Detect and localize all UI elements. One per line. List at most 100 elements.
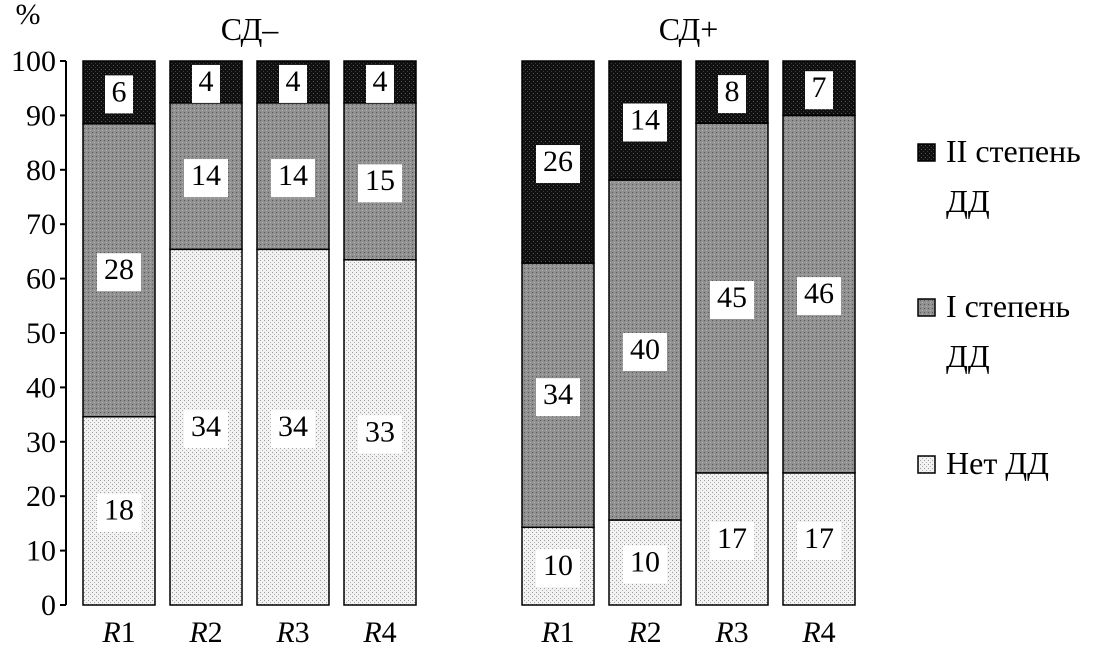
x-tick-label: R1 <box>101 616 135 645</box>
legend-swatch-i <box>917 298 936 317</box>
x-tick-label-prefix: R <box>627 616 646 645</box>
data-label-box <box>536 145 580 184</box>
data-label-box <box>797 277 841 316</box>
data-label-box <box>805 71 833 110</box>
y-tick-label: 30 <box>26 426 56 459</box>
data-label-box <box>536 378 580 417</box>
data-label-box <box>97 493 141 532</box>
y-axis: 0 10 20 30 40 50 60 70 80 90 100 <box>11 45 67 622</box>
data-label: 15 <box>365 164 395 197</box>
y-tick-label: 60 <box>26 263 56 296</box>
x-tick-label-number: 2 <box>647 616 662 645</box>
x-tick-label-prefix: R <box>188 616 207 645</box>
data-label-box <box>271 410 315 449</box>
data-label: 40 <box>630 333 660 366</box>
bars-layer: 18 28 6 34 14 4 34 14 4 33 15 4 10 34 26 10 40 14 17 45 8 17 4… <box>82 60 856 606</box>
data-label-box <box>358 164 402 203</box>
x-tick-label: R2 <box>627 616 661 645</box>
x-tick-label: R4 <box>801 616 835 645</box>
x-tick-label-prefix: R <box>101 616 120 645</box>
data-label-box <box>623 333 667 371</box>
data-label: 28 <box>104 253 134 286</box>
data-label-box <box>623 545 667 584</box>
data-label-box <box>623 103 667 142</box>
y-tick-label: 0 <box>41 589 56 622</box>
group-titles: СД– СД+ <box>221 11 719 47</box>
legend-swatch-none <box>917 455 936 474</box>
x-tick-label-number: 4 <box>821 616 836 645</box>
legend-label: I степень <box>946 288 1070 324</box>
data-label: 7 <box>812 71 827 104</box>
data-label: 4 <box>199 65 214 98</box>
y-tick-label: 80 <box>26 154 56 187</box>
x-tick-label: R3 <box>714 616 748 645</box>
y-tick-label: 50 <box>26 317 56 350</box>
bar-segment-ii <box>608 60 682 181</box>
data-label-box <box>797 521 841 560</box>
data-label: 6 <box>112 75 127 108</box>
x-tick-label-prefix: R <box>362 616 381 645</box>
x-tick-label-number: 1 <box>121 616 136 645</box>
data-label: 34 <box>543 378 573 411</box>
x-tick-label: R3 <box>275 616 309 645</box>
x-tick-label-number: 3 <box>734 616 749 645</box>
data-label-box <box>271 159 315 198</box>
x-tick-label-prefix: R <box>801 616 820 645</box>
x-tick-label: R1 <box>540 616 574 645</box>
y-tick-label: 100 <box>11 45 56 78</box>
data-label: 8 <box>725 75 740 108</box>
data-label: 34 <box>278 410 308 443</box>
legend-label: II степень <box>946 133 1081 169</box>
data-label-box <box>97 253 141 292</box>
data-label: 46 <box>804 277 834 310</box>
x-tick-label-number: 1 <box>560 616 575 645</box>
x-tick-label-prefix: R <box>275 616 294 645</box>
data-label-box <box>710 281 754 320</box>
data-label: 4 <box>286 65 301 98</box>
x-tick-label-number: 3 <box>295 616 310 645</box>
data-label: 14 <box>191 159 221 192</box>
y-tick-label: 90 <box>26 99 56 132</box>
data-label-box <box>536 549 580 588</box>
data-label-box <box>184 410 228 449</box>
y-tick-label: 40 <box>26 371 56 404</box>
data-label: 17 <box>717 522 747 555</box>
data-label-box <box>358 415 402 454</box>
data-label-box <box>192 64 220 103</box>
y-axis-unit-label: % <box>16 0 41 31</box>
data-label: 17 <box>804 522 834 555</box>
bar-segment-i <box>782 114 856 474</box>
data-label: 18 <box>104 494 134 527</box>
data-label-box <box>105 75 133 114</box>
data-label: 4 <box>373 65 388 98</box>
legend-swatch-ii <box>917 143 936 162</box>
data-label-box <box>184 159 228 198</box>
y-tick-label: 10 <box>26 535 56 568</box>
group-title: СД– <box>221 11 280 47</box>
legend-label-line2: ДД <box>946 338 990 374</box>
legend: II степень ДД I степень ДД Нет ДД <box>917 133 1081 481</box>
group-title: СД+ <box>659 11 719 47</box>
x-tick-label-prefix: R <box>540 616 559 645</box>
data-label: 10 <box>543 549 573 582</box>
x-axis-labels: R1 R2 R3 R4 R1 R2 R3 R4 <box>101 616 835 645</box>
data-label-box <box>718 75 746 114</box>
data-label: 26 <box>543 145 573 178</box>
data-label-box <box>710 521 754 560</box>
data-label: 14 <box>278 159 308 192</box>
x-tick-label-prefix: R <box>714 616 733 645</box>
data-label: 33 <box>365 415 395 448</box>
x-tick-label-number: 2 <box>208 616 223 645</box>
data-label: 14 <box>630 103 660 136</box>
data-label-box <box>279 64 307 103</box>
data-label: 10 <box>630 545 660 578</box>
legend-label-line2: ДД <box>946 183 990 219</box>
x-tick-label-number: 4 <box>382 616 397 645</box>
y-tick-label: 20 <box>26 480 56 513</box>
legend-label: Нет ДД <box>946 445 1049 481</box>
x-tick-label: R2 <box>188 616 222 645</box>
data-label: 34 <box>191 410 221 443</box>
y-tick-label: 70 <box>26 208 56 241</box>
x-tick-label: R4 <box>362 616 396 645</box>
